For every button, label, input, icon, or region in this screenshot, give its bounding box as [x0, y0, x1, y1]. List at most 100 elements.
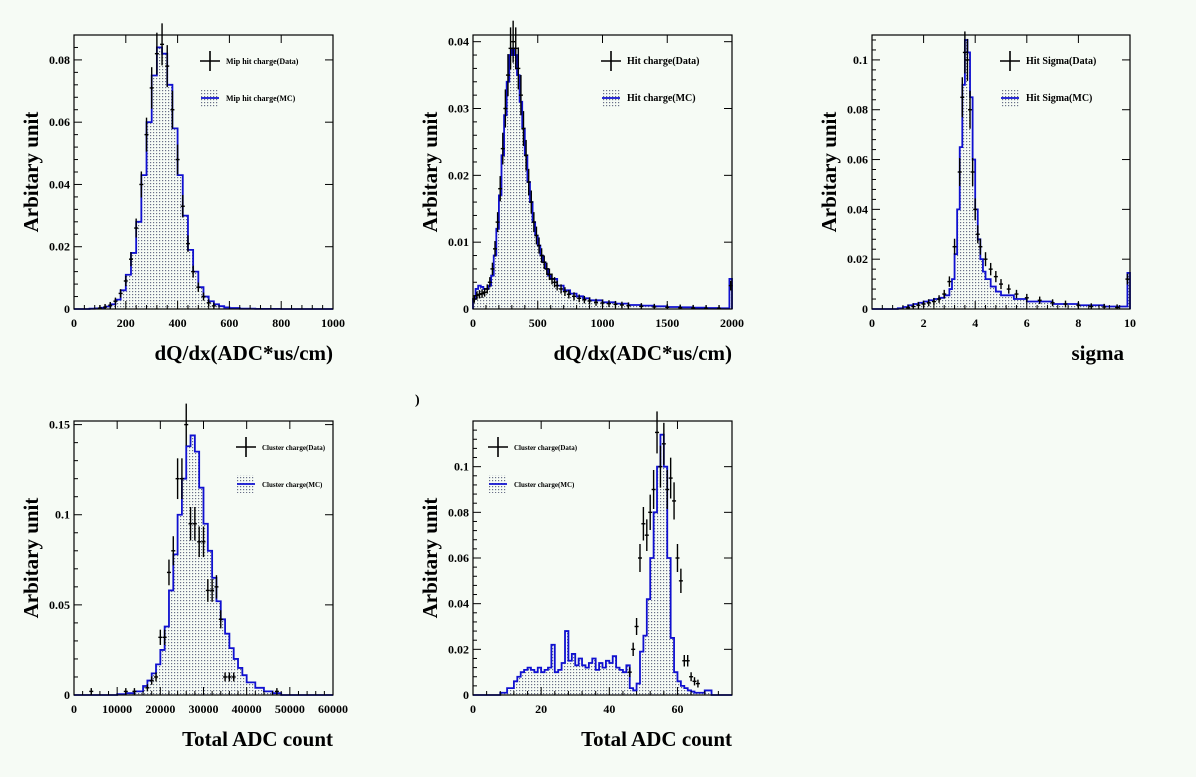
data-point — [675, 544, 680, 572]
y-axis-title: Arbitary unit — [19, 112, 43, 233]
data-point — [952, 238, 957, 255]
legend-data-label: Cluster charge(Data) — [262, 444, 326, 452]
data-point — [1037, 296, 1042, 304]
x-tick-label: 30000 — [189, 702, 219, 716]
data-point — [134, 218, 139, 238]
plot-frame — [73, 34, 334, 310]
mc-histogram-fill — [473, 48, 732, 310]
data-point — [482, 287, 487, 297]
data-point — [201, 526, 206, 558]
data-point — [960, 77, 965, 118]
y-tick-label: 0 — [463, 302, 469, 316]
y-tick-label: 0.04 — [49, 177, 70, 191]
data-point — [490, 262, 495, 276]
x-tick-label: 10 — [1124, 316, 1136, 330]
x-tick-label: 800 — [272, 316, 290, 330]
x-axis-title: Total ADC count — [182, 727, 333, 751]
data-point — [139, 171, 144, 198]
y-tick-label: 0.08 — [448, 505, 469, 519]
data-point — [682, 655, 687, 667]
x-tick-label: 0 — [470, 316, 476, 330]
data-point — [552, 277, 557, 288]
data-point — [154, 672, 159, 682]
y-tick-label: 0.02 — [448, 168, 469, 182]
x-tick-label: 4 — [972, 316, 978, 330]
mc-histogram-fill — [872, 39, 1130, 310]
y-tick-label: 0.02 — [49, 240, 70, 254]
data-point — [144, 117, 149, 152]
mc-histogram-fill — [74, 47, 333, 310]
data-point — [487, 277, 492, 288]
data-point — [197, 526, 202, 558]
y-tick-label: 0.06 — [49, 115, 70, 129]
stray-mark: ) — [415, 393, 420, 408]
data-point — [480, 289, 485, 298]
y-tick-label: 0 — [463, 688, 469, 702]
mc-histogram-line — [74, 46, 333, 310]
legend-data-label: Hit Sigma(Data) — [1026, 56, 1096, 67]
x-tick-label: 60000 — [318, 702, 348, 716]
data-point — [685, 655, 690, 667]
mc-histogram-fill — [473, 434, 732, 695]
data-point — [179, 458, 184, 500]
data-point — [606, 300, 611, 308]
data-point — [594, 298, 599, 306]
data-point — [511, 20, 516, 63]
y-tick-label: 0 — [64, 302, 70, 316]
data-point — [113, 297, 118, 305]
data-point — [201, 292, 206, 301]
data-point — [962, 31, 967, 74]
data-point — [947, 276, 952, 287]
x-tick-label: 6 — [1024, 316, 1030, 330]
y-tick-label: 0.1 — [55, 508, 70, 522]
data-point — [1115, 304, 1120, 309]
data-point — [524, 139, 529, 171]
data-point — [175, 144, 180, 175]
data-point — [154, 32, 159, 75]
mc-histogram-line — [872, 39, 1131, 310]
data-point — [149, 676, 154, 685]
data-point — [692, 677, 697, 686]
data-point — [526, 168, 531, 196]
y-tick-label: 0.06 — [847, 153, 868, 167]
x-tick-label: 500 — [529, 316, 547, 330]
data-point — [1006, 284, 1011, 294]
data-point — [227, 672, 232, 682]
y-tick-label: 0.05 — [49, 598, 70, 612]
data-point — [508, 27, 513, 70]
x-tick-label: 20 — [535, 702, 547, 716]
x-tick-label: 8 — [1075, 316, 1081, 330]
data-point — [973, 198, 978, 221]
data-point — [158, 629, 163, 645]
data-point — [495, 212, 500, 233]
legend-mc-label: Cluster charge(MC) — [514, 481, 575, 489]
x-tick-label: 40000 — [232, 702, 262, 716]
y-tick-label: 0.08 — [847, 103, 868, 117]
data-point — [180, 195, 185, 218]
plot-frame — [871, 34, 1131, 310]
x-tick-label: 60 — [671, 702, 683, 716]
data-point — [999, 279, 1003, 290]
data-point — [672, 482, 677, 520]
data-point — [661, 422, 666, 465]
x-tick-label: 1500 — [655, 316, 679, 330]
data-point — [518, 74, 523, 116]
data-point — [562, 287, 567, 297]
data-point — [648, 494, 653, 530]
data-point — [185, 235, 190, 252]
data-point — [1089, 303, 1094, 309]
data-point — [166, 559, 171, 586]
data-point — [1102, 303, 1107, 309]
y-tick-label: 0.15 — [49, 418, 70, 432]
data-point — [505, 54, 510, 97]
data-point — [634, 618, 639, 635]
data-point — [223, 672, 228, 682]
data-point — [993, 271, 998, 283]
data-point — [566, 290, 571, 299]
y-tick-label: 0 — [862, 302, 868, 316]
x-tick-label: 0 — [71, 702, 77, 716]
y-tick-label: 0.04 — [448, 35, 469, 49]
x-tick-label: 0 — [869, 316, 875, 330]
data-point — [988, 262, 993, 276]
y-tick-label: 0.02 — [448, 642, 469, 656]
